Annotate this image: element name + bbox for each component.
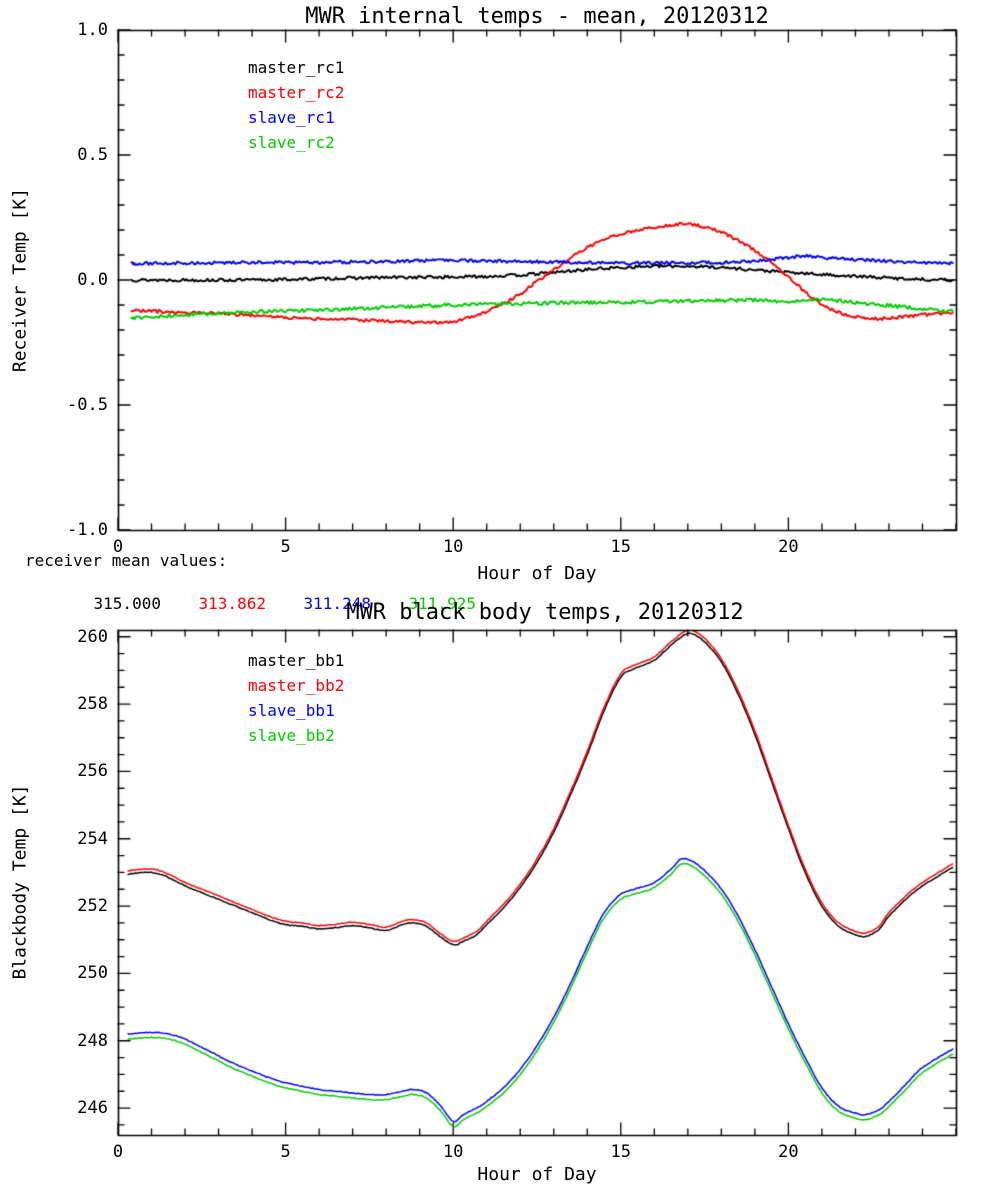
chart2-legend-slave-bb2: slave_bb2 <box>248 726 335 745</box>
chart2-x-tick-label: 0 <box>112 1142 124 1162</box>
chart1-legend-slave-rc1: slave_rc1 <box>248 108 335 127</box>
chart2-legend: master_bb1 master_bb2 slave_bb1 slave_bb… <box>248 648 344 748</box>
receiver-mean-value-slave-rc1: 311.248 <box>303 594 371 613</box>
chart1-y-axis-label: Receiver Temp [K] <box>9 187 31 373</box>
chart2-y-tick-label: 248 <box>77 1030 108 1051</box>
chart1-legend-master-rc2: master_rc2 <box>248 83 345 102</box>
chart1-x-tick-label: 0 <box>112 537 124 557</box>
receiver-mean-value-master-rc2: 313.862 <box>198 594 266 613</box>
chart1-legend-master-rc1: master_rc1 <box>248 58 345 77</box>
chart2-y-tick-label: 250 <box>77 963 108 984</box>
chart2-y-tick-label: 258 <box>77 694 108 715</box>
chart2-x-tick-label: 15 <box>610 1142 632 1162</box>
chart2-x-tick-label: 10 <box>442 1142 464 1162</box>
receiver-mean-value-slave-rc2: 311.925 <box>408 594 476 613</box>
chart2-legend-master-bb2: master_bb2 <box>248 676 345 695</box>
receiver-means-values: 315.000 313.862 311.248 311.925 <box>55 575 514 632</box>
receiver-means-label: receiver mean values: <box>25 551 228 570</box>
chart2-x-axis-label: Hour of Day <box>477 1164 597 1185</box>
chart2-legend-slave-bb1: slave_bb1 <box>248 701 335 720</box>
chart2-y-tick-label: 260 <box>77 626 108 647</box>
chart1-y-tick-label: 0.0 <box>77 270 108 290</box>
receiver-mean-value-master-rc1: 315.000 <box>93 594 161 613</box>
chart2-y-axis-label: Blackbody Temp [K] <box>9 784 31 980</box>
chart2-title: MWR black body temps, 20120312 <box>346 600 744 625</box>
chart2-y-tick-label: 256 <box>77 761 108 782</box>
chart1-y-tick-label: 1.0 <box>77 20 108 40</box>
chart1-y-tick-label: 0.5 <box>77 145 108 165</box>
chart1-y-tick-label: -1.0 <box>67 520 108 540</box>
chart1-x-tick-label: 10 <box>442 537 464 557</box>
chart2-x-tick-label: 5 <box>280 1142 291 1162</box>
chart2-x-tick-label: 20 <box>778 1142 799 1162</box>
chart2-y-tick-label: 252 <box>77 896 108 917</box>
chart1-x-tick-label: 5 <box>280 537 291 557</box>
chart1-y-tick-label: -0.5 <box>67 395 108 415</box>
chart1-x-tick-label: 15 <box>610 537 632 557</box>
chart1-x-axis-label: Hour of Day <box>477 563 597 584</box>
chart1-legend: master_rc1 master_rc2 slave_rc1 slave_rc… <box>248 55 344 155</box>
chart1-legend-slave-rc2: slave_rc2 <box>248 133 335 152</box>
chart2-legend-master-bb1: master_bb1 <box>248 651 345 670</box>
chart1-title: MWR internal temps - mean, 20120312 <box>305 4 769 29</box>
chart1-x-tick-label: 20 <box>778 537 799 557</box>
chart2-y-tick-label: 254 <box>77 828 108 849</box>
chart2-y-tick-label: 246 <box>77 1098 108 1119</box>
